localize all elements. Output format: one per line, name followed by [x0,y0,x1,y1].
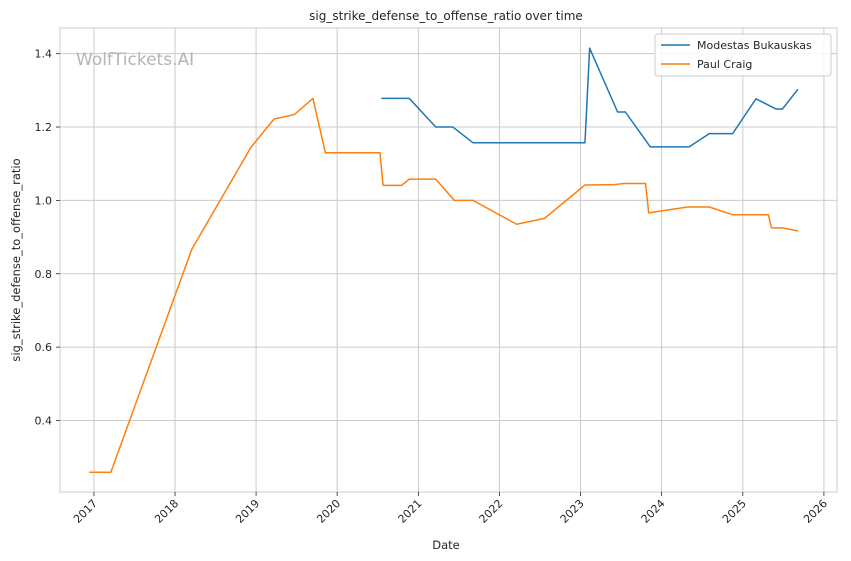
chart-title: sig_strike_defense_to_offense_ratio over… [309,9,583,23]
grid [60,28,837,492]
series-line-paul-craig [89,97,799,473]
y-tick-label: 0.4 [35,414,53,427]
y-tick-label: 1.2 [35,121,53,134]
legend-label-paul: Paul Craig [697,58,752,71]
y-tick-label: 1.4 [35,48,53,61]
legend-label-modestas: Modestas Bukauskas [697,39,812,52]
y-axis-label: sig_strike_defense_to_offense_ratio [9,158,23,361]
legend-box [654,33,832,77]
watermark: WolfTickets.AI [76,50,194,70]
y-tick-label: 0.8 [35,268,53,281]
legend: Modestas Bukauskas Paul Craig [654,33,832,77]
series-lines [89,47,799,473]
x-axis-label: Date [432,538,460,552]
y-axis-ticks: 0.4 0.6 0.8 1.0 1.2 1.4 [35,48,60,427]
plot-frame [59,27,838,493]
y-tick-label: 0.6 [35,341,53,354]
y-tick-label: 1.0 [35,194,53,207]
series-line-modestas-bukauskas [381,47,799,148]
